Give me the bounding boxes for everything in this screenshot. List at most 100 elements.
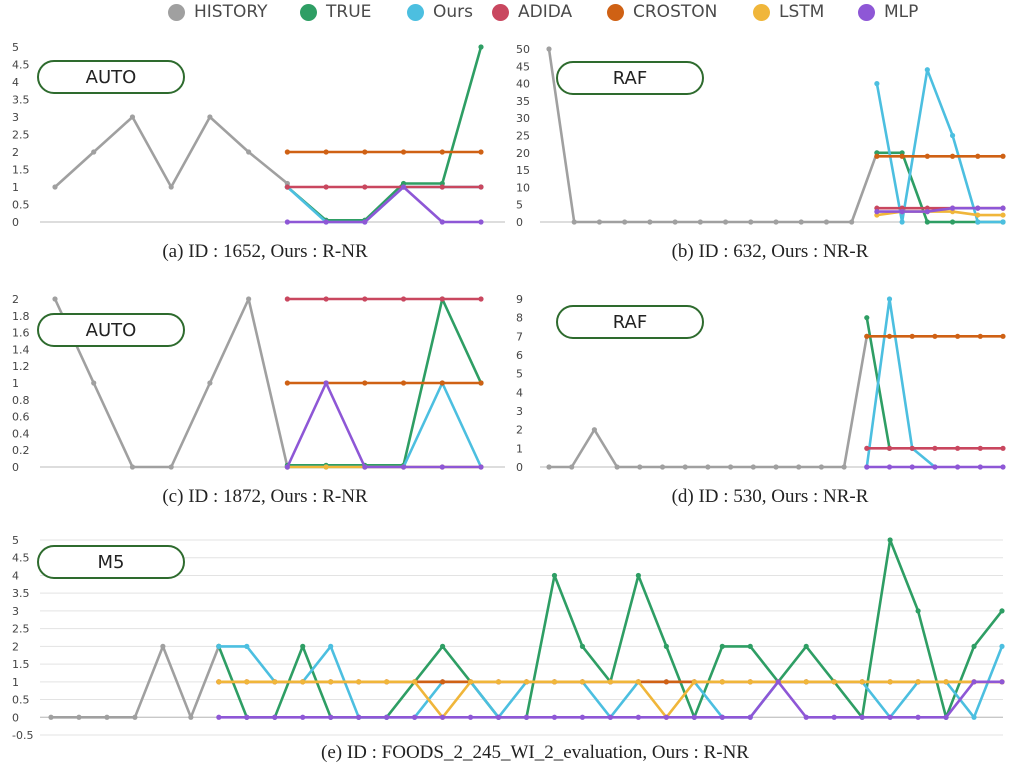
- data-point-adida: [284, 296, 290, 302]
- y-tick-label: 2.5: [12, 129, 30, 142]
- data-point-croston: [284, 149, 290, 155]
- data-point-history: [168, 184, 174, 190]
- data-point-mlp: [932, 464, 938, 470]
- y-tick-label: 3.5: [12, 94, 30, 107]
- data-point-lstm: [943, 679, 949, 685]
- y-tick-label: 1.6: [12, 327, 30, 340]
- y-tick-label: 5: [12, 534, 19, 547]
- legend-dot-icon: [492, 3, 509, 21]
- data-point-history: [591, 427, 598, 433]
- data-point-adida: [864, 445, 870, 451]
- data-point-mlp: [495, 714, 502, 720]
- data-point-history: [849, 219, 855, 225]
- data-point-ours: [924, 67, 930, 73]
- legend-item-lstm[interactable]: LSTM: [753, 2, 824, 22]
- y-tick-label: 0.5: [12, 199, 30, 212]
- y-tick-label: 5: [516, 368, 523, 381]
- chart-caption: (d) ID : 530, Ours : NR-R: [671, 486, 869, 507]
- data-point-mlp: [887, 714, 893, 720]
- data-point-lstm: [300, 679, 306, 685]
- data-point-true: [439, 643, 446, 649]
- legend: HISTORY TRUE Ours ADIDA CROSTON LSTM MLP: [0, 0, 1010, 26]
- data-point-adida: [284, 184, 290, 190]
- data-point-history: [622, 219, 628, 225]
- chart-caption: (e) ID : FOODS_2_245_WI_2_evaluation, Ou…: [321, 742, 749, 763]
- chart-caption: (c) ID : 1872, Ours : R-NR: [162, 486, 368, 507]
- data-point-adida: [323, 184, 329, 190]
- y-tick-label: 2.5: [12, 623, 30, 636]
- legend-label: LSTM: [779, 2, 825, 22]
- data-point-mlp: [523, 714, 530, 720]
- legend-item-croston[interactable]: CROSTON: [607, 2, 717, 22]
- data-point-history: [818, 464, 825, 470]
- data-point-croston: [362, 149, 368, 155]
- data-point-croston: [400, 380, 407, 386]
- y-tick-label: 30: [516, 112, 530, 125]
- data-point-true: [999, 608, 1005, 614]
- data-point-mlp: [949, 205, 956, 211]
- y-tick-label: 2: [12, 640, 19, 653]
- legend-item-true[interactable]: TRUE: [300, 2, 371, 22]
- legend-item-ours[interactable]: Ours: [407, 2, 473, 22]
- y-tick-label: 4: [12, 76, 19, 89]
- data-point-mlp: [775, 679, 781, 685]
- legend-item-mlp[interactable]: MLP: [858, 2, 918, 22]
- data-point-history: [52, 184, 58, 190]
- data-point-mlp: [362, 219, 368, 225]
- y-tick-label: 6: [516, 349, 523, 362]
- chart-panel-1: 0 5 10 15 20 25 30 35 40 45 50: [516, 43, 1006, 229]
- legend-item-adida[interactable]: ADIDA: [492, 2, 572, 22]
- data-point-history: [76, 714, 82, 720]
- data-point-mlp: [478, 464, 484, 470]
- data-point-croston: [439, 149, 445, 155]
- data-point-croston: [478, 149, 484, 155]
- data-point-croston: [949, 153, 956, 159]
- chart-panel-2: 0 0.2 0.4 0.6 0.8 1 1.2 1.4 1.6 1.8 2: [12, 293, 505, 474]
- y-tick-label: 7: [516, 330, 523, 343]
- data-point-mlp: [874, 209, 880, 215]
- data-point-mlp: [607, 714, 614, 720]
- data-point-history: [647, 219, 653, 225]
- data-point-mlp: [400, 184, 407, 190]
- data-point-mlp: [323, 219, 329, 225]
- series-line-ours: [286, 381, 483, 469]
- data-point-lstm: [216, 679, 222, 685]
- data-point-history: [722, 219, 729, 225]
- series-line-history: [547, 334, 869, 469]
- data-point-history: [841, 464, 847, 470]
- data-point-adida: [362, 184, 368, 190]
- data-point-lstm: [272, 679, 278, 685]
- y-tick-label: 2: [12, 146, 19, 159]
- data-point-history: [569, 464, 575, 470]
- data-point-croston: [1000, 333, 1006, 339]
- legend-item-history[interactable]: HISTORY: [168, 2, 267, 22]
- dataset-tag: AUTO: [37, 313, 185, 347]
- data-point-ours: [971, 714, 977, 720]
- data-point-lstm: [831, 679, 837, 685]
- data-point-lstm: [747, 679, 753, 685]
- legend-dot-icon: [858, 3, 875, 21]
- data-point-lstm: [467, 679, 474, 685]
- data-point-ours: [874, 81, 880, 87]
- data-point-history: [682, 464, 688, 470]
- data-point-mlp: [747, 714, 753, 720]
- data-point-croston: [955, 333, 961, 339]
- data-point-history: [672, 219, 678, 225]
- data-point-mlp: [439, 464, 445, 470]
- data-point-mlp: [864, 464, 870, 470]
- data-point-croston: [362, 380, 368, 386]
- data-point-croston: [977, 333, 983, 339]
- data-point-ours: [244, 643, 250, 649]
- data-point-history: [91, 149, 97, 155]
- legend-label: Ours: [433, 2, 474, 22]
- data-point-mlp: [551, 714, 558, 720]
- y-tick-label: 1: [12, 676, 19, 689]
- data-point-true: [663, 643, 669, 649]
- legend-dot-icon: [407, 3, 424, 21]
- data-point-history: [596, 219, 603, 225]
- data-point-true: [635, 572, 641, 579]
- y-tick-label: 25: [516, 130, 530, 143]
- y-tick-label: 40: [516, 78, 530, 91]
- y-tick-label: 4: [516, 386, 523, 399]
- data-point-history: [91, 380, 97, 386]
